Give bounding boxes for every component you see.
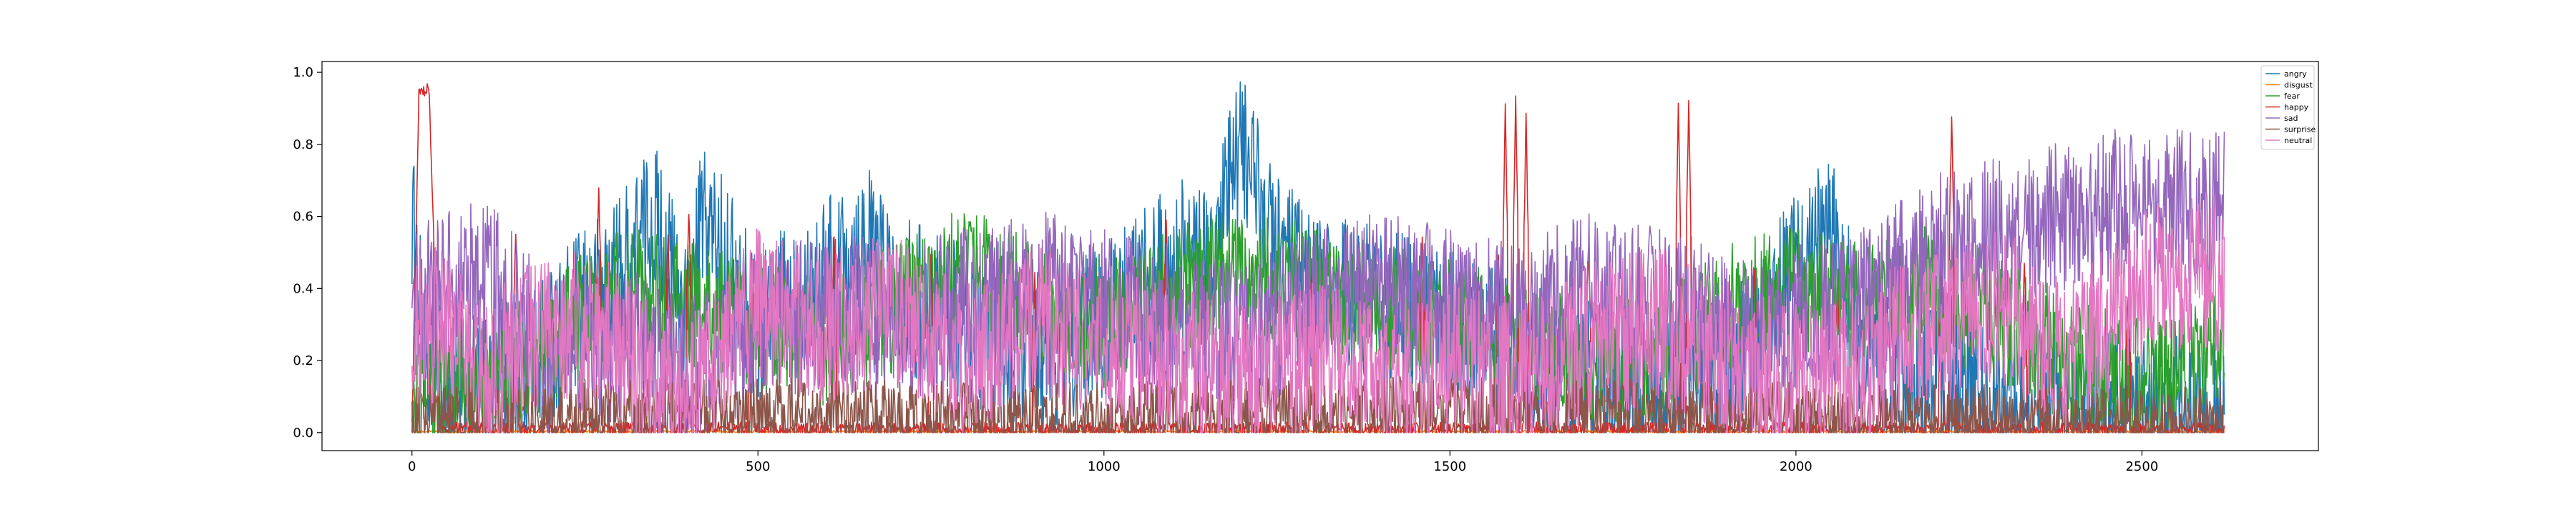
- legend-box: [2260, 65, 2315, 149]
- series-line-neutral: [411, 192, 2225, 433]
- series-layer: [411, 81, 2225, 433]
- x-tick-label: 2000: [1780, 459, 1813, 474]
- legend-label-fear: fear: [2284, 92, 2300, 101]
- x-axis: 0 500 1000 1500 2000 2500: [408, 451, 2158, 474]
- x-tick-label: 1000: [1088, 459, 1121, 474]
- y-axis: 0.0 0.2 0.4 0.6 0.8 1.0: [293, 65, 322, 441]
- legend-label-disgust: disgust: [2284, 81, 2313, 90]
- x-tick-label: 0: [408, 459, 416, 474]
- y-tick-label: 1.0: [293, 65, 313, 80]
- legend: angry disgust fear happy sad surprise neutral: [2260, 65, 2316, 149]
- y-tick-label: 0.8: [293, 137, 313, 152]
- legend-label-angry: angry: [2284, 69, 2307, 79]
- y-tick-label: 0.4: [293, 281, 313, 296]
- legend-label-happy: happy: [2284, 103, 2309, 112]
- x-tick-label: 500: [746, 459, 770, 474]
- y-tick-label: 0.6: [293, 210, 313, 225]
- legend-label-sad: sad: [2284, 114, 2298, 123]
- y-tick-label: 0.0: [293, 426, 313, 441]
- x-tick-label: 2500: [2125, 459, 2158, 474]
- legend-label-neutral: neutral: [2284, 136, 2312, 145]
- x-tick-label: 1500: [1433, 459, 1466, 474]
- y-tick-label: 0.2: [293, 353, 313, 368]
- plot-frame: [321, 61, 2319, 451]
- legend-label-surprise: surprise: [2284, 125, 2316, 134]
